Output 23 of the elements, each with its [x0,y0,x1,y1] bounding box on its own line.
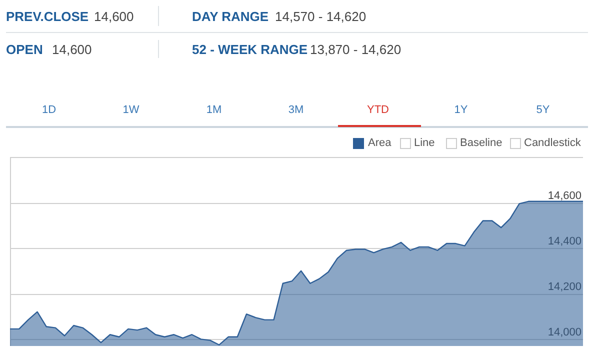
text: 5Y [536,104,550,116]
y-tick-label: 14,000 [548,326,582,339]
y-tick-label: 14,200 [548,281,582,294]
text: 52 - WEEK RANGE [192,42,308,57]
text: Candlestick [524,137,581,149]
text: 1W [122,104,140,116]
text: 14,600 [94,9,134,24]
text: DAY RANGE [192,9,269,24]
text: 1M [206,104,222,116]
text: OPEN [6,42,43,57]
text: Baseline [460,137,502,149]
y-tick-label: 14,400 [548,236,582,248]
text: 3M [288,104,304,116]
y-tick-label: 14,600 [548,190,582,202]
text: 14,600 [52,42,92,57]
text: 1D [42,104,56,116]
text: 1Y [454,104,468,116]
text: 13,870 - 14,620 [310,42,402,57]
text: Line [414,137,435,149]
text: YTD [367,104,389,116]
text: 14,570 - 14,620 [275,9,366,24]
legend-label: Area [368,137,392,149]
text: PREV.CLOSE [6,9,89,24]
